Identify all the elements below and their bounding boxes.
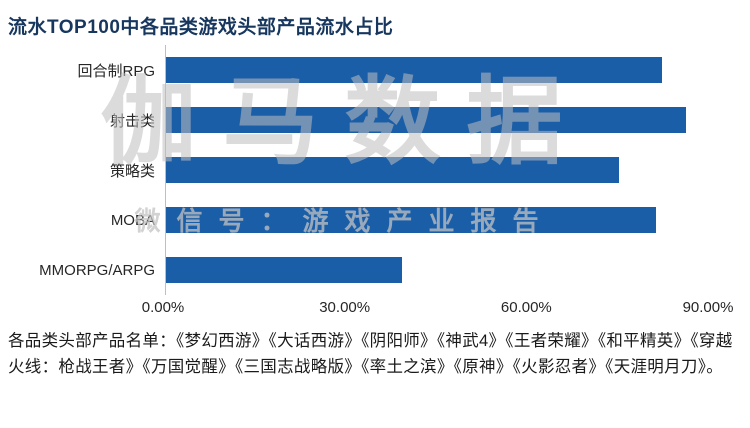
bar-row: 射击类 xyxy=(2,95,742,145)
x-tick-label: 90.00% xyxy=(682,299,734,316)
footnote-product-list: 各品类头部产品名单：《梦幻西游》《大话西游》《阴阳师》《神武4》《王者荣耀》《和… xyxy=(8,332,733,376)
category-label: MOBA xyxy=(110,211,155,229)
bar xyxy=(166,57,662,83)
bar-track xyxy=(165,245,710,295)
x-tick-label: 60.00% xyxy=(500,299,552,316)
x-tick-label: 30.00% xyxy=(319,299,371,316)
category-label: MMORPG/ARPG xyxy=(39,261,155,279)
bar-row: 策略类 xyxy=(2,145,742,195)
bar xyxy=(166,157,620,183)
x-axis: 0.00% 30.00% 60.00% 90.00% xyxy=(142,295,734,319)
bar-track xyxy=(165,45,710,95)
chart-rows: 回合制RPG 射击类策略类 MOBA MMORPG/ARPG xyxy=(2,45,742,295)
bar-track xyxy=(165,195,710,245)
x-tick-label: 0.00% xyxy=(141,299,185,316)
bar-row: 回合制RPG xyxy=(2,45,742,95)
bar xyxy=(166,257,402,283)
bar-track xyxy=(165,95,710,145)
category-label: 回合制RPG xyxy=(77,62,155,80)
bar-row: MMORPG/ARPG xyxy=(2,245,742,295)
bar-row: MOBA xyxy=(2,195,742,245)
category-label: 策略类 xyxy=(109,162,155,180)
bar-chart: 伽马数据 微信号：游戏产业报告 回合制RPG 射击类 策略类 MOBA MMORPG/A… xyxy=(2,45,742,295)
bar xyxy=(166,107,686,133)
bar-track xyxy=(165,145,710,195)
category-label: 射击类 xyxy=(109,112,155,130)
page-title: 流水TOP100中各品类游戏头部产品流水占比 xyxy=(8,17,394,38)
bar xyxy=(166,207,656,233)
